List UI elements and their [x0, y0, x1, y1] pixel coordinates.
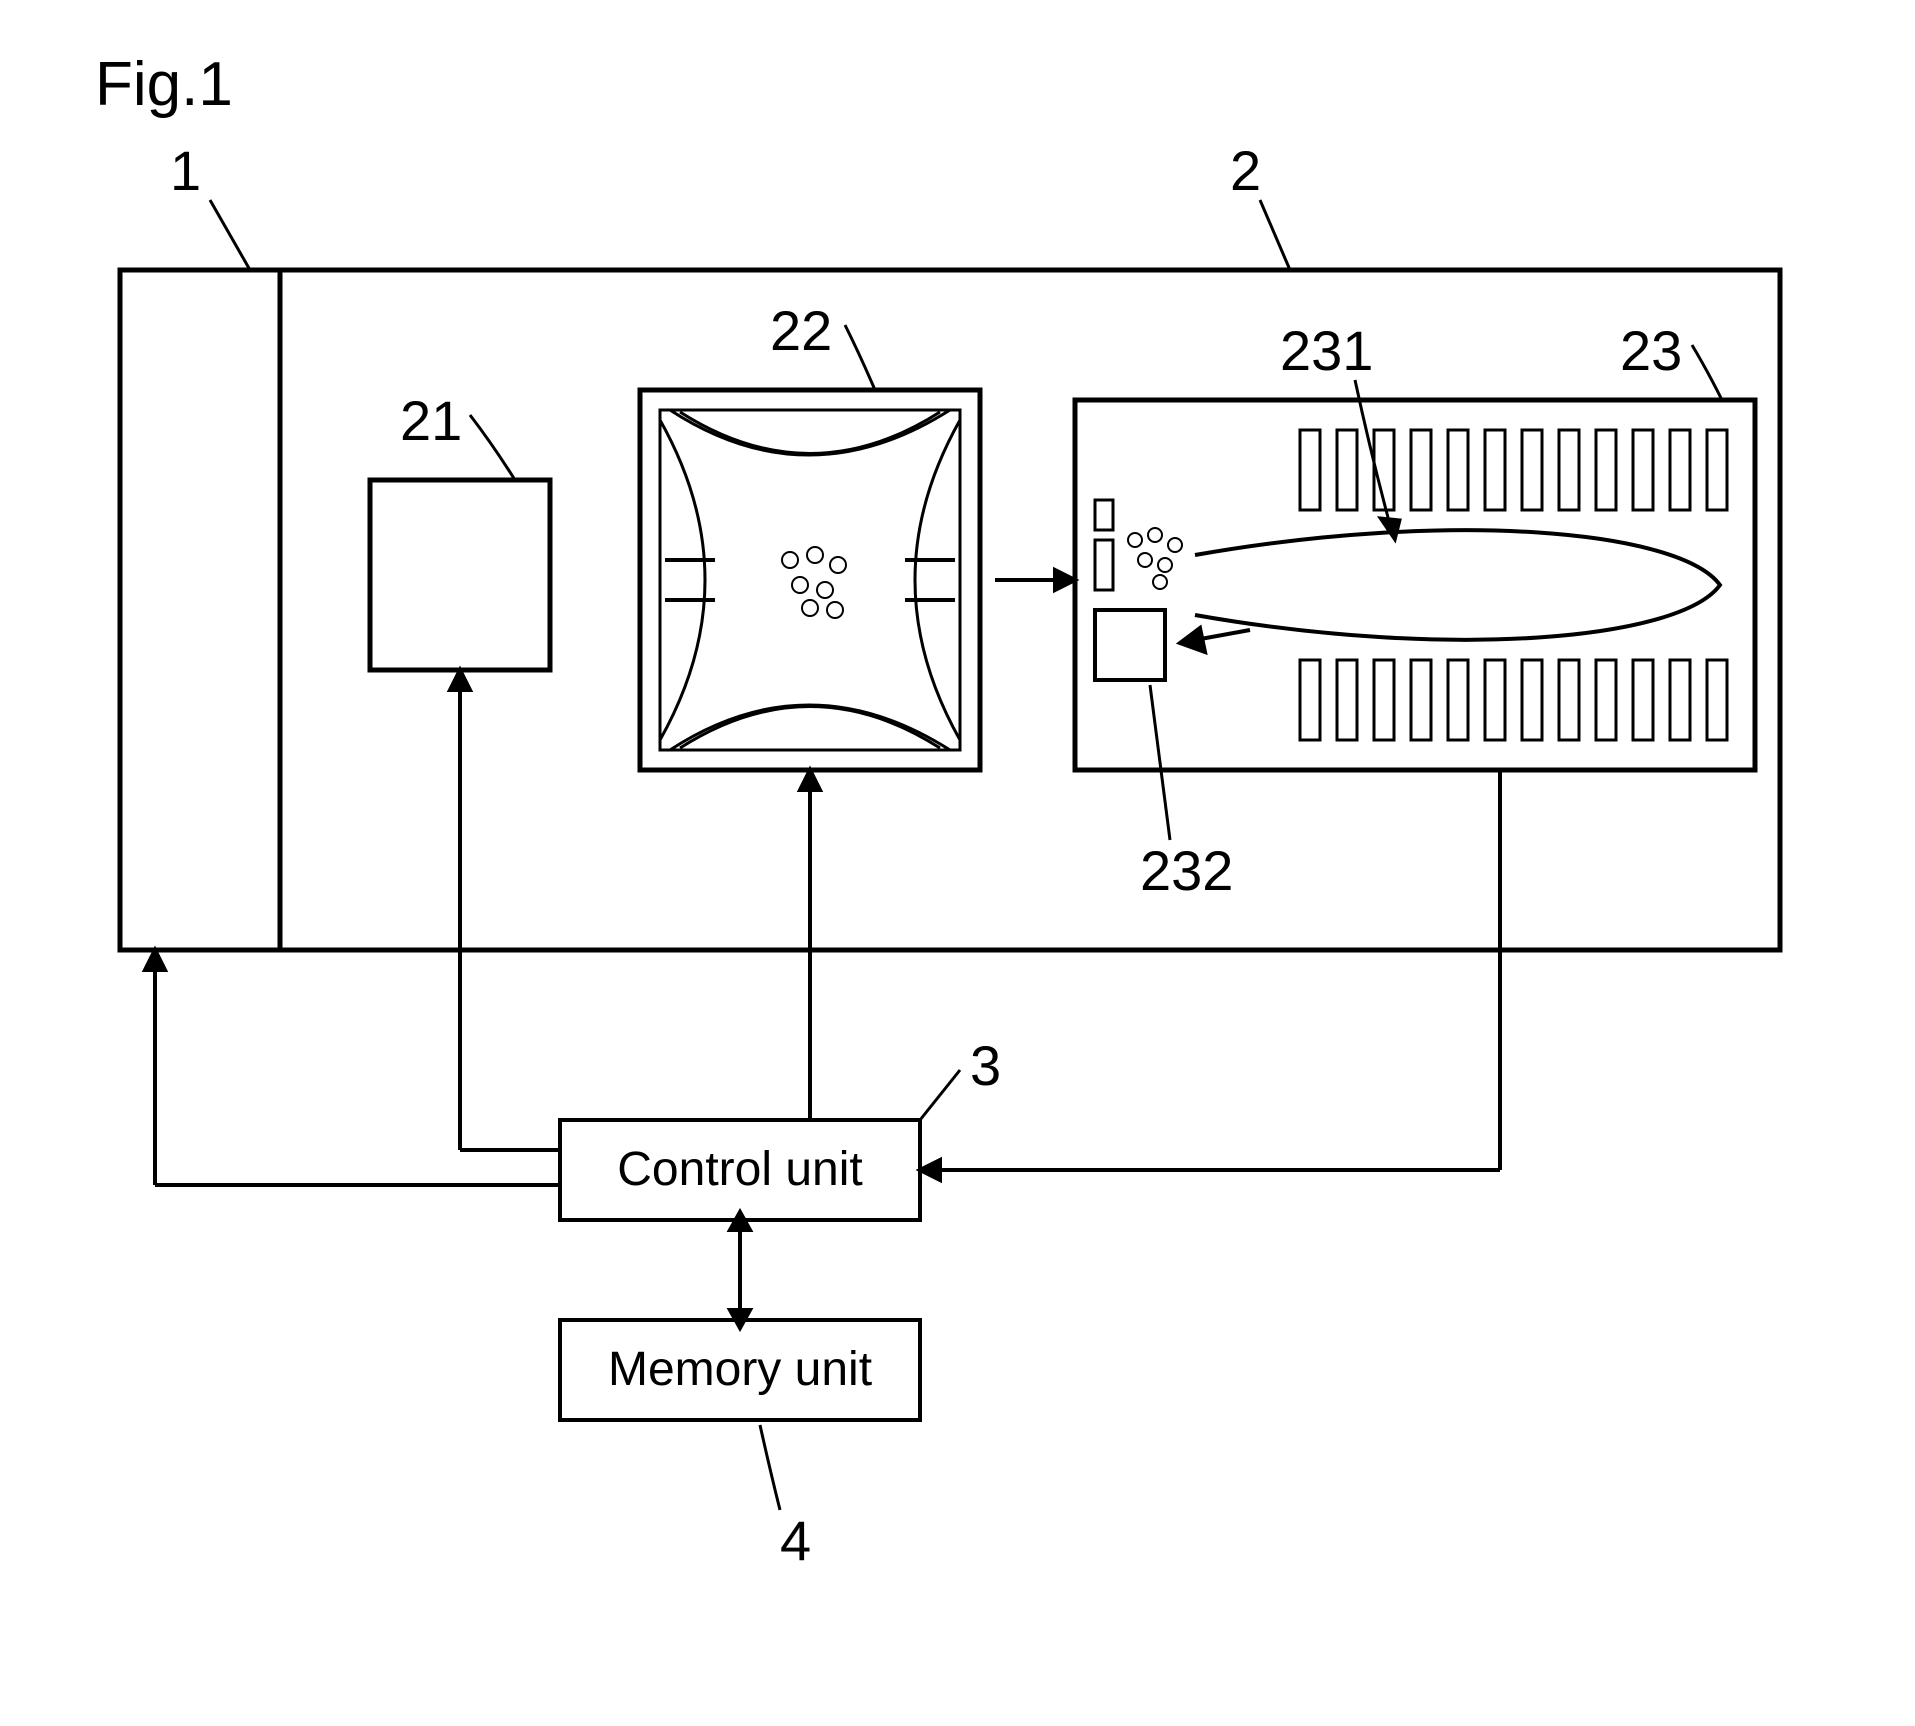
memory-unit-label: Memory unit [608, 1343, 872, 1396]
ion-cluster-23 [1128, 528, 1182, 589]
figure-title: Fig.1 [95, 50, 233, 119]
detector-232 [1095, 610, 1165, 680]
label-23: 23 [1620, 319, 1682, 382]
module-21 [370, 480, 550, 670]
leader-3 [920, 1070, 960, 1120]
leader-1 [210, 200, 250, 270]
arrow-control-memory [730, 1212, 750, 1328]
arrow-23-to-control [920, 770, 1500, 1180]
label-3: 3 [970, 1034, 1001, 1097]
module-23 [1075, 400, 1755, 770]
label-4: 4 [780, 1509, 811, 1572]
leader-23 [1692, 345, 1722, 400]
label-2: 2 [1230, 139, 1261, 202]
control-unit-label: Control unit [617, 1143, 862, 1196]
label-1: 1 [170, 139, 201, 202]
label-232: 232 [1140, 839, 1233, 902]
leader-4 [760, 1425, 780, 1510]
leader-2 [1260, 200, 1290, 270]
flight-path-231 [1195, 530, 1720, 640]
reflectron-bars-top [1300, 430, 1727, 510]
arrow-22-to-23 [995, 570, 1075, 590]
label-231: 231 [1280, 319, 1373, 382]
label-21: 21 [400, 389, 462, 452]
ion-cluster-22 [782, 547, 846, 618]
leader-22 [845, 325, 875, 390]
leader-232 [1150, 685, 1170, 840]
arrow-control-to-21 [450, 670, 560, 1150]
reflectron-bars-bottom [1300, 660, 1727, 740]
leader-21 [470, 415, 515, 480]
label-22: 22 [770, 299, 832, 362]
arrow-control-to-22 [800, 770, 820, 1120]
module-22 [640, 390, 980, 770]
